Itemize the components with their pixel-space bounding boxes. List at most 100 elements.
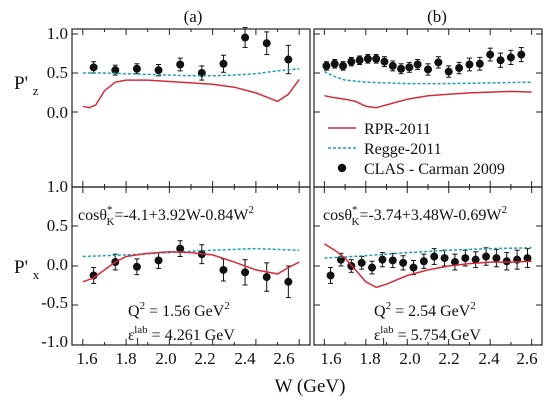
energy-a: ε1lab = 4.261 GeV <box>128 324 235 348</box>
formula-b: cosθ* K=-3.74+3.48W-0.69W2 <box>323 204 507 228</box>
b_z-data-point-5 <box>363 54 372 63</box>
y-axis-title-bottom-text-subscript: x <box>33 267 40 282</box>
xtick-b-2.4: 2.4 <box>478 349 500 368</box>
ytick-top-0.5: 0.5 <box>47 63 68 82</box>
ytick-bottom-neg0.5: -0.5 <box>41 293 68 312</box>
b_z-data-point-2 <box>339 61 348 70</box>
panel-label-a: (a) <box>184 7 203 26</box>
legend-rpr-label: RPR-2011 <box>364 121 431 138</box>
frame-top-left <box>71 28 311 188</box>
xtick-b-2.0: 2.0 <box>399 349 420 368</box>
xtick-a-1.6: 1.6 <box>76 349 97 368</box>
legend-clas-marker <box>337 163 347 173</box>
a_x-data-point-6 <box>219 265 228 274</box>
xtick-a-2.2: 2.2 <box>194 349 215 368</box>
q2-a: Q2 = 1.56 GeV2 <box>128 300 230 320</box>
a_z-data-point-9 <box>284 55 293 64</box>
b_x-data-point-19 <box>523 254 532 263</box>
b_x-data-point-14 <box>471 255 480 264</box>
xtick-a-1.8: 1.8 <box>115 349 136 368</box>
panel-label-b: (b) <box>427 7 447 26</box>
b_x-data-point-12 <box>450 258 459 267</box>
ytick-bottom-0.5: 0.5 <box>47 216 68 235</box>
b_x-data-point-7 <box>399 258 408 267</box>
b_x-data-point-6 <box>388 256 397 265</box>
b_x-data-point-16 <box>492 254 501 263</box>
ytick-top-0.0: 0.0 <box>47 103 68 122</box>
b_z-data-point-10 <box>405 63 414 72</box>
b_x-data-point-10 <box>430 252 439 261</box>
b_z-data-point-21 <box>517 50 526 59</box>
b_x-data-point-13 <box>461 254 470 263</box>
xtick-b-2.2: 2.2 <box>438 349 459 368</box>
b_z-data-point-12 <box>424 65 432 74</box>
b_x-data-point-9 <box>419 257 428 266</box>
x-axis-title: W (GeV) <box>275 376 346 397</box>
b_z-data-point-9 <box>397 64 406 73</box>
a_x-data-point-2 <box>132 262 141 271</box>
a_x-data-point-9 <box>284 277 293 286</box>
b_z-data-point-15 <box>455 64 464 73</box>
b_z-data-point-8 <box>388 61 397 70</box>
b_z-data-point-17 <box>475 59 484 68</box>
a_x-rpr-line <box>82 251 300 283</box>
xtick-b-2.6: 2.6 <box>516 349 537 368</box>
a_z-regge-line <box>82 67 300 77</box>
a_z-data-point-4 <box>176 60 185 69</box>
formula-a: cosθ* K=-4.1+3.92W-0.84W2 <box>78 204 254 228</box>
a_z-data-point-8 <box>262 39 271 48</box>
y-axis-title-top: P' z <box>14 73 39 98</box>
b_x-data-point-17 <box>502 257 511 266</box>
a_z-data-point-0 <box>89 63 98 72</box>
b_z-data-point-11 <box>413 60 422 69</box>
b_z-data-point-13 <box>434 58 443 67</box>
a_z-data-point-3 <box>154 66 163 75</box>
a_x-regge-line <box>82 247 300 258</box>
y-axis-title-bottom-text: P' <box>14 257 28 278</box>
ytick-bottom-neg1.0: -1.0 <box>41 332 68 351</box>
a_x-data-point-3 <box>154 256 163 265</box>
b_x-data-point-1 <box>336 255 345 264</box>
b_x-rpr-line <box>324 243 532 289</box>
xtick-a-2.4: 2.4 <box>234 349 256 368</box>
b_z-data-point-3 <box>347 57 356 66</box>
b_x-data-point-4 <box>368 263 377 272</box>
xtick-b-1.8: 1.8 <box>359 349 380 368</box>
q2-b: Q2 = 2.54 GeV2 <box>374 300 476 320</box>
b_x-data-point-5 <box>378 255 387 264</box>
legend-clas-label: CLAS - Carman 2009 <box>364 161 505 178</box>
ytick-top-1.0: 1.0 <box>47 24 68 43</box>
xtick-a-2.0: 2.0 <box>155 349 176 368</box>
b_x-data-point-3 <box>357 258 366 267</box>
b_z-data-point-1 <box>330 59 339 68</box>
a_x-data-point-4 <box>176 244 185 253</box>
b_x-data-point-0 <box>326 271 335 280</box>
b_z-data-point-6 <box>372 54 381 63</box>
legend: RPR-2011 Regge-2011 CLAS - Carman 2009 <box>328 121 505 178</box>
a_x-data-point-0 <box>89 271 98 280</box>
y-axis-title-top-text-subscript: z <box>33 83 39 98</box>
a_z-data-point-2 <box>132 64 141 73</box>
b_x-data-point-15 <box>482 252 491 261</box>
ytick-bottom-0.0: 0.0 <box>47 255 68 274</box>
b_z-data-point-0 <box>322 61 331 70</box>
b_z-regge-line <box>324 70 532 85</box>
b_z-data-point-18 <box>486 50 495 59</box>
a_z-data-point-6 <box>219 59 228 68</box>
a_z-rpr-line <box>82 78 300 109</box>
plot-area <box>71 27 543 346</box>
b_z-data-point-19 <box>496 56 505 65</box>
a_z-data-point-7 <box>241 33 250 42</box>
legend-regge-label: Regge-2011 <box>364 141 442 158</box>
xtick-b-1.6: 1.6 <box>320 349 341 368</box>
y-axis-title-bottom: P' x <box>14 257 40 282</box>
a_x-data-point-7 <box>241 268 250 277</box>
energy-b: ε1lab = 5.754 GeV <box>374 324 481 348</box>
xtick-a-2.6: 2.6 <box>273 349 294 368</box>
b_x-regge-line <box>324 247 532 259</box>
b_z-data-point-16 <box>465 60 474 69</box>
a_z-data-point-1 <box>111 66 120 75</box>
a_z-data-point-5 <box>197 69 206 77</box>
b_z-data-point-4 <box>355 56 364 65</box>
